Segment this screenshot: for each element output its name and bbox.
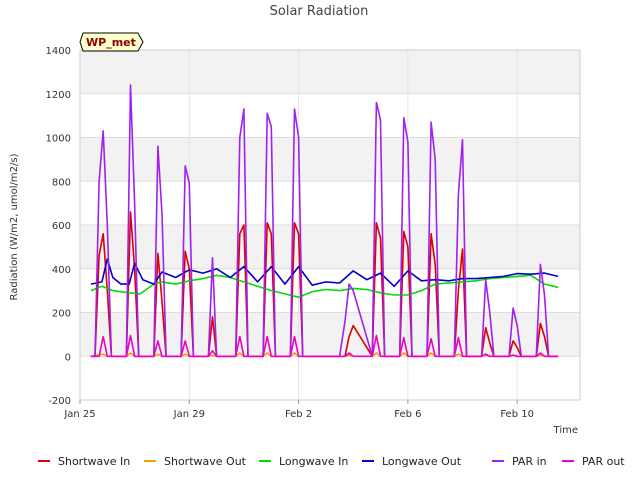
site-label-box: WP_met: [79, 32, 144, 52]
y-axis-title: Radiation (W/m2, umol/m2/s): [9, 153, 20, 300]
x-tick-label: Feb 10: [500, 409, 534, 420]
series-line-longwave-in: [90, 274, 559, 299]
series-line-longwave-out: [90, 258, 559, 288]
legend-label: PAR out: [582, 455, 625, 468]
legend-label: Shortwave In: [58, 455, 130, 468]
y-tick-label: -200: [48, 396, 71, 407]
y-tick-label: 1000: [46, 134, 71, 145]
background-band: [80, 50, 580, 94]
legend-label: PAR in: [512, 455, 547, 468]
background-band: [80, 356, 580, 400]
x-tick-label: Jan 25: [63, 409, 95, 420]
y-tick-label: 0: [65, 352, 71, 363]
y-tick-label: 600: [52, 221, 71, 232]
x-axis-title: Time: [553, 425, 578, 436]
legend-label: Longwave Out: [382, 455, 462, 468]
legend: Shortwave In Shortwave Out Longwave In Long…: [38, 455, 625, 468]
y-tick-label: 1400: [46, 46, 71, 57]
site-label: WP_met: [86, 36, 136, 49]
x-tick-label: Feb 6: [394, 409, 421, 420]
legend-label: Longwave In: [279, 455, 348, 468]
x-tick-label: Feb 2: [285, 409, 312, 420]
legend-label: Shortwave Out: [164, 455, 247, 468]
plot-frame: [79, 49, 581, 401]
y-tick-label: 1200: [46, 90, 71, 101]
background-band: [80, 137, 580, 182]
background-band: [80, 93, 580, 138]
x-axis: Jan 25 Jan 29 Feb 2 Feb 6 Feb 10: [63, 400, 534, 420]
y-tick-label: 800: [52, 177, 71, 188]
series-line-par-out: [90, 334, 559, 358]
chart-title: Solar Radiation: [270, 4, 369, 19]
x-tick-label: Jan 29: [173, 409, 205, 420]
y-axis: -200 0 200 400 600 800 1000 1200 1400: [46, 46, 71, 407]
y-tick-label: 400: [52, 265, 71, 276]
series-lines: [90, 84, 559, 358]
y-tick-label: 200: [52, 309, 71, 320]
background-band: [80, 181, 580, 225]
plot-background-bands: [80, 50, 580, 400]
